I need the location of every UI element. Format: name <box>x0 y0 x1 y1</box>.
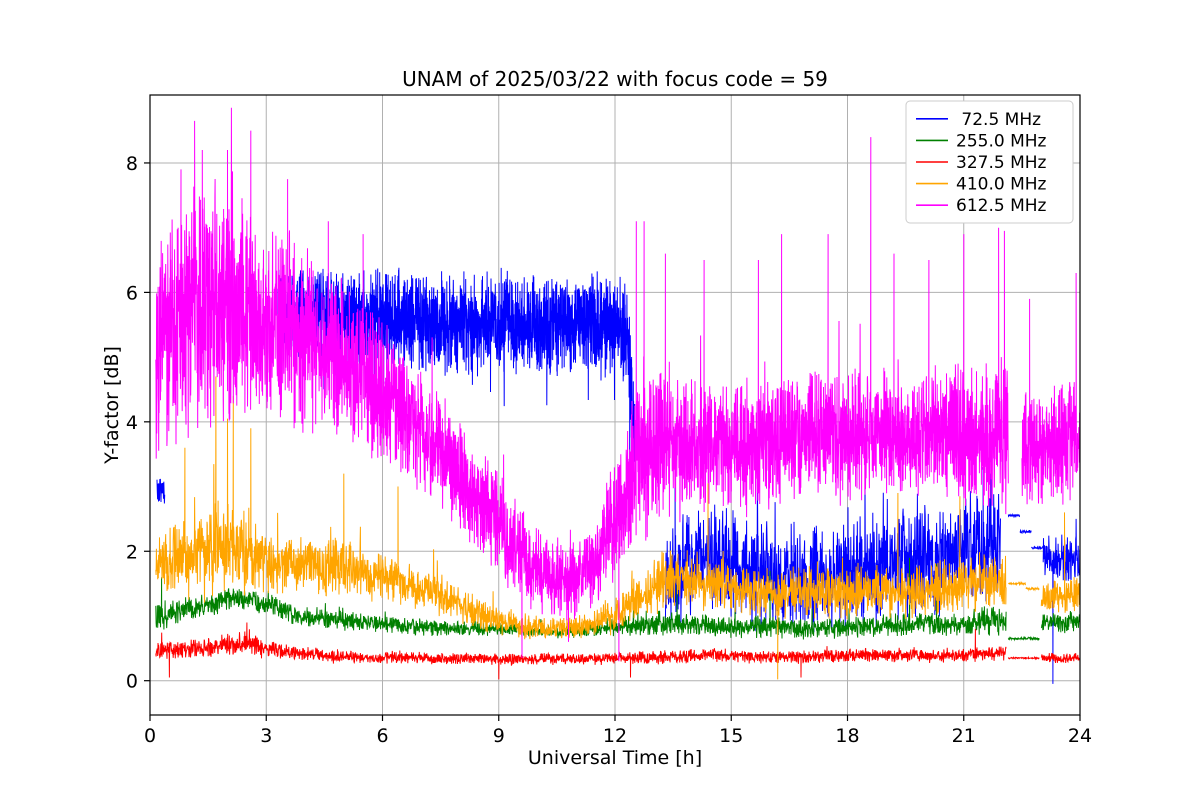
y-tick-label-4: 4 <box>126 412 138 434</box>
y-axis-label: Y-factor [dB] <box>101 346 123 465</box>
series-line-410.0-MHz <box>155 376 1081 680</box>
x-tick-label-24: 24 <box>1068 725 1092 747</box>
y-tick-label-6: 6 <box>126 282 138 304</box>
legend-entry-612.5-MHz: 612.5 MHz <box>956 196 1047 216</box>
x-tick-label-15: 15 <box>719 725 743 747</box>
chart-title: UNAM of 2025/03/22 with focus code = 59 <box>402 67 828 91</box>
y-tick-label-0: 0 <box>126 671 138 693</box>
legend-entry-410.0-MHz: 410.0 MHz <box>956 175 1047 195</box>
legend-entry-327.5-MHz: 327.5 MHz <box>956 153 1047 173</box>
x-tick-label-0: 0 <box>144 725 156 747</box>
legend-entry-255.0-MHz: 255.0 MHz <box>956 131 1047 151</box>
x-tick-label-18: 18 <box>835 725 859 747</box>
y-tick-label-8: 8 <box>126 153 138 175</box>
x-tick-label-3: 3 <box>260 725 272 747</box>
legend-box <box>905 100 1074 224</box>
x-tick-label-12: 12 <box>603 725 627 747</box>
series-line-327.5-MHz <box>155 622 1081 680</box>
x-tick-label-6: 6 <box>376 725 388 747</box>
x-tick-label-21: 21 <box>952 725 976 747</box>
x-tick-label-9: 9 <box>493 725 505 747</box>
x-axis-label: Universal Time [h] <box>528 747 702 769</box>
series-line-612.5-MHz <box>155 107 1081 662</box>
y-tick-label-2: 2 <box>126 541 138 563</box>
axis-ticks <box>144 162 1081 721</box>
legend-entry-72.5-MHz: 72.5 MHz <box>956 110 1041 130</box>
data-series <box>155 107 1081 684</box>
series-line-72.5-MHz <box>156 267 1081 684</box>
